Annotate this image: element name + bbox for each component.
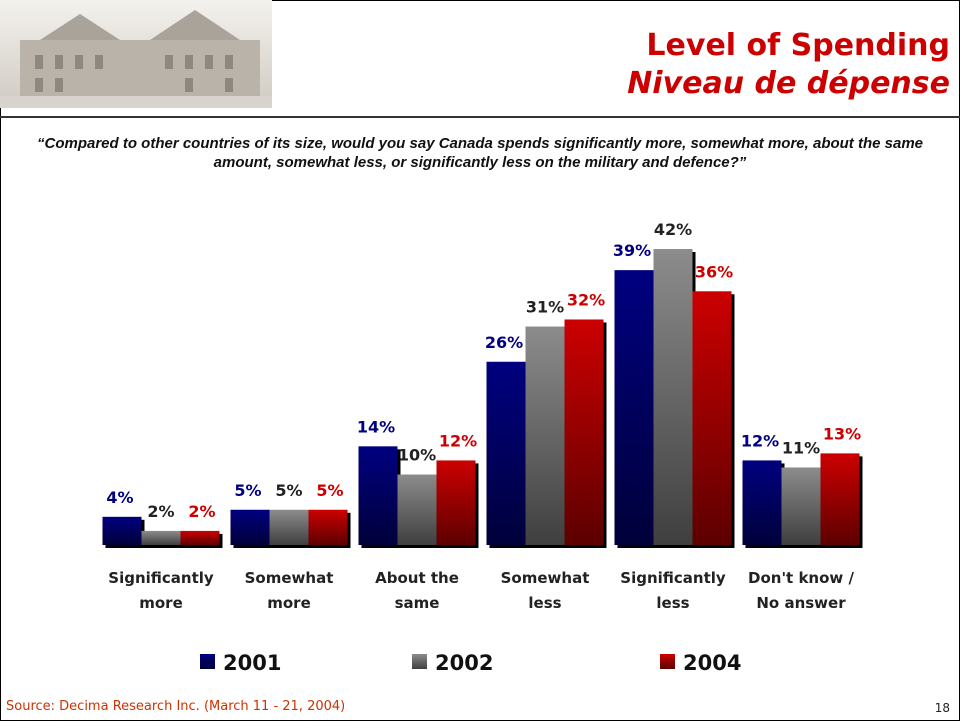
legend-label: 2002 [435, 651, 493, 675]
value-label: 10% [398, 446, 436, 465]
bar [397, 474, 437, 545]
chart: 4%2% 2%5% 5% 5%14%10%12%26%31% 32%39%42%36%1… [102, 220, 863, 675]
bar [486, 361, 526, 545]
subtitle: Niveau de dépense [627, 66, 950, 101]
header-photo [0, 0, 272, 108]
bar [180, 530, 220, 545]
value-label: 14% [357, 417, 395, 436]
value-label: 4% [106, 488, 133, 507]
bar [358, 446, 398, 545]
value-label: 5% [234, 481, 261, 500]
category-label: Significantly less [620, 569, 726, 612]
bar [141, 530, 181, 545]
legend-swatch [412, 654, 427, 669]
bar [781, 467, 821, 545]
category-label: Significantly more [108, 569, 214, 612]
value-label: 13% [823, 424, 861, 443]
value-label: 12% [741, 431, 779, 450]
bar [308, 509, 348, 545]
value-label: 2% [188, 502, 215, 521]
value-label: 32% [567, 290, 605, 309]
legend-label: 2001 [223, 651, 281, 675]
category-label: About the same [375, 569, 459, 612]
bar [436, 460, 476, 545]
bar [564, 319, 604, 545]
bar [525, 326, 565, 545]
value-label: 12% [439, 431, 477, 450]
value-label: 42% [654, 220, 692, 239]
bar [269, 509, 309, 545]
legend-swatch [200, 654, 215, 669]
value-label: 31% [526, 298, 564, 317]
bar [692, 291, 732, 545]
value-label: 2% [147, 502, 174, 521]
bar [102, 516, 142, 545]
value-label: 39% [613, 241, 651, 260]
value-label: 36% [695, 262, 733, 281]
bar [614, 270, 654, 545]
header-rule [0, 116, 960, 118]
category-label: Somewhat less [500, 569, 590, 612]
bar [820, 453, 860, 545]
bar [742, 460, 782, 545]
value-label: 5% [316, 481, 343, 500]
bar [653, 249, 693, 545]
title: Level of Spending [646, 28, 950, 63]
category-label: Somewhat more [244, 569, 334, 612]
legend-swatch [660, 654, 675, 669]
category-label: Don't know / No answer [748, 569, 854, 612]
value-label: 26% [485, 333, 523, 352]
page-number: 18 [934, 701, 950, 715]
value-label: 11% [782, 438, 820, 457]
source: Source: Decima Research Inc. (March 11 -… [6, 699, 346, 714]
value-label: 5% [275, 481, 302, 500]
bar [230, 509, 270, 545]
legend-label: 2004 [683, 651, 741, 675]
question: “Compared to other countries of its size… [36, 135, 924, 171]
